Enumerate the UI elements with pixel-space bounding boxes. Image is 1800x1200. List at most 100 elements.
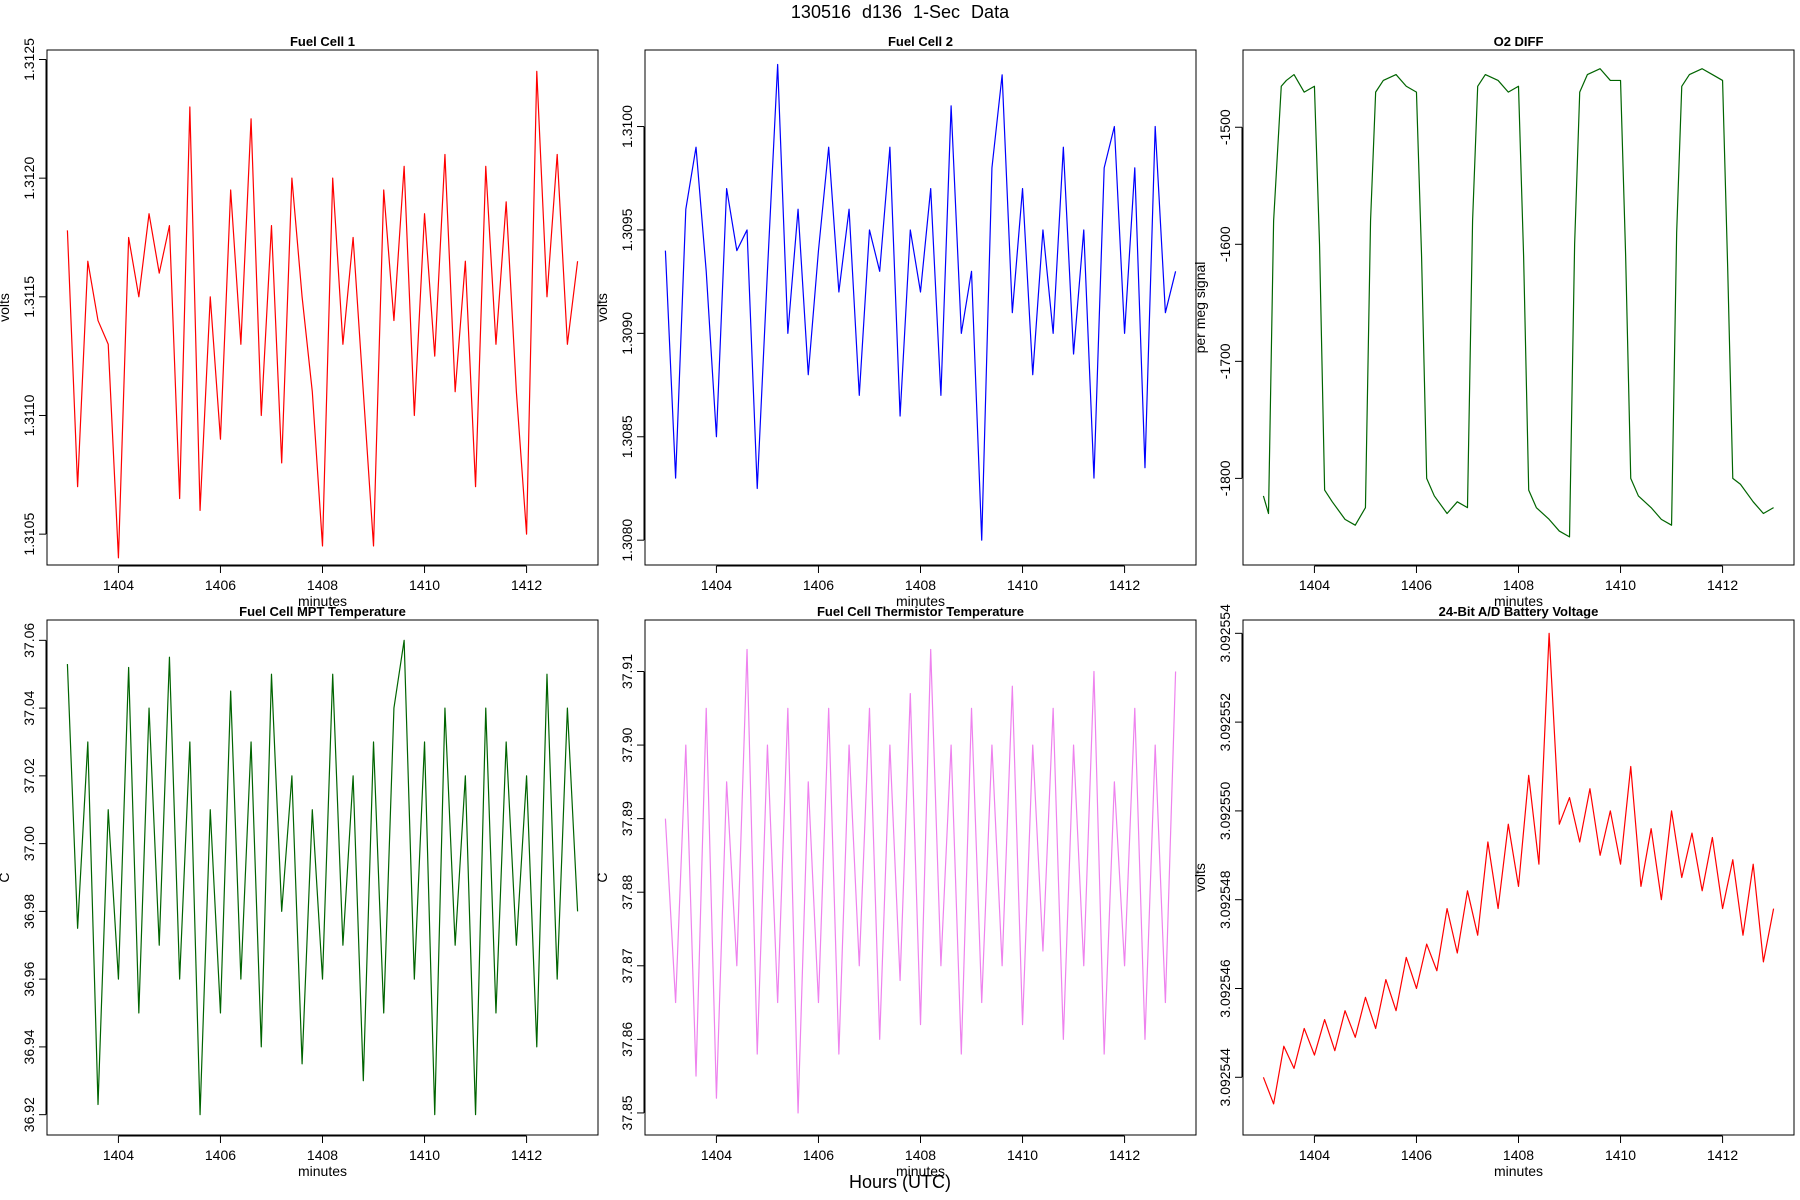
x-axis-label: minutes: [896, 1163, 945, 1179]
x-axis-label: minutes: [298, 593, 347, 609]
y-tick-label: 37.86: [619, 1022, 635, 1057]
x-tick-label: 1408: [905, 577, 936, 593]
y-tick-label: 3.092546: [1217, 959, 1233, 1018]
y-tick-label: 3.092548: [1217, 870, 1233, 929]
y-tick-label: 3.092552: [1217, 693, 1233, 752]
chart-title: Fuel Cell 2: [888, 34, 953, 49]
y-tick-label: -1500: [1217, 109, 1233, 145]
series-line: [664, 648, 1177, 1114]
y-tick-label: 36.96: [21, 961, 37, 996]
x-tick-label: 1412: [1109, 577, 1140, 593]
y-axis-label: volts: [0, 293, 12, 322]
y-tick-label: 1.3090: [619, 312, 635, 355]
chart-title: Fuel Cell 1: [290, 34, 355, 49]
y-tick-label: 36.92: [21, 1097, 37, 1132]
y-tick-label: 37.00: [21, 826, 37, 861]
y-axis-label: volts: [1192, 863, 1208, 892]
x-tick-label: 1410: [1007, 577, 1038, 593]
y-tick-label: 37.88: [619, 874, 635, 909]
y-tick-label: 36.94: [21, 1029, 37, 1064]
chart-panel-3: O2 DIFF 1404 1406 1408 1410 1412 minutes -1800 -…: [1192, 34, 1795, 609]
x-axis-label: minutes: [1494, 1163, 1543, 1179]
x-axis-label: minutes: [1494, 593, 1543, 609]
y-tick-label: 3.092544: [1217, 1048, 1233, 1107]
chart-title: Fuel Cell MPT Temperature: [239, 604, 406, 619]
chart-panel-1: Fuel Cell 1 1404 1406 1408 1410 1412 minutes 1.…: [0, 34, 599, 609]
y-tick-label: 1.3080: [619, 519, 635, 562]
plot-frame: [644, 49, 1197, 566]
chart-title: Fuel Cell Thermistor Temperature: [817, 604, 1024, 619]
chart-title: O2 DIFF: [1494, 34, 1544, 49]
y-axis-label: per meg signal: [1192, 262, 1208, 354]
y-tick-label: -1800: [1217, 460, 1233, 496]
chart-panel-5: Fuel Cell Thermistor Temperature 1404 1406…: [594, 604, 1197, 1179]
x-tick-label: 1404: [103, 1147, 134, 1163]
x-tick-label: 1404: [103, 577, 134, 593]
figure-title: 130516 d136 1-Sec Data: [790, 2, 1010, 22]
chart-panel-6: 24-Bit A/D Battery Voltage 1404 1406 1408 14…: [1192, 604, 1795, 1179]
figure-xlabel: Hours (UTC): [849, 1172, 951, 1192]
y-tick-label: 37.91: [619, 654, 635, 689]
y-tick-label: 3.092550: [1217, 782, 1233, 841]
series-line: [66, 639, 579, 1116]
x-tick-label: 1412: [511, 1147, 542, 1163]
x-tick-label: 1408: [1503, 1147, 1534, 1163]
y-tick-label: 36.98: [21, 894, 37, 929]
plot-frame: [46, 619, 599, 1136]
x-tick-label: 1412: [1109, 1147, 1140, 1163]
x-tick-label: 1408: [1503, 577, 1534, 593]
plot-frame: [644, 619, 1197, 1136]
x-tick-label: 1406: [1401, 577, 1432, 593]
chart-panel-4: Fuel Cell MPT Temperature 1404 1406 1408 141…: [0, 604, 599, 1179]
chart-title: 24-Bit A/D Battery Voltage: [1439, 604, 1599, 619]
plot-frame: [1242, 49, 1795, 566]
y-tick-label: 1.3110: [21, 394, 37, 436]
plot-frame: [46, 49, 599, 566]
plot-frame: [1242, 619, 1795, 1136]
y-tick-label: 37.87: [619, 948, 635, 983]
y-tick-label: -1600: [1217, 226, 1233, 262]
y-tick-label: 37.85: [619, 1095, 635, 1130]
y-tick-label: 1.3105: [21, 513, 37, 556]
y-tick-label: 3.092554: [1217, 604, 1233, 663]
x-tick-label: 1404: [1299, 577, 1330, 593]
x-tick-label: 1412: [511, 577, 542, 593]
y-tick-label: -1700: [1217, 343, 1233, 379]
series-line: [664, 63, 1177, 541]
y-tick-label: 1.3095: [619, 208, 635, 251]
series-line: [66, 70, 579, 559]
y-tick-label: 37.02: [21, 758, 37, 793]
x-tick-label: 1410: [409, 577, 440, 593]
y-tick-label: 37.90: [619, 727, 635, 762]
x-tick-label: 1406: [803, 577, 834, 593]
x-tick-label: 1408: [307, 577, 338, 593]
y-axis-label: C: [594, 872, 610, 882]
chart-panel-2: Fuel Cell 2 1404 1406 1408 1410 1412 minutes 1.…: [594, 34, 1197, 609]
x-tick-label: 1410: [409, 1147, 440, 1163]
y-tick-label: 1.3115: [21, 276, 37, 318]
x-tick-label: 1406: [205, 577, 236, 593]
x-tick-label: 1408: [307, 1147, 338, 1163]
y-tick-label: 1.3085: [619, 415, 635, 458]
x-tick-label: 1410: [1605, 1147, 1636, 1163]
x-axis-label: minutes: [896, 593, 945, 609]
y-axis-label: C: [0, 872, 12, 882]
x-tick-label: 1410: [1007, 1147, 1038, 1163]
y-tick-label: 37.89: [619, 801, 635, 836]
x-tick-label: 1404: [701, 577, 732, 593]
series-line: [1262, 632, 1775, 1105]
x-tick-label: 1406: [205, 1147, 236, 1163]
y-tick-label: 1.3100: [619, 105, 635, 148]
y-tick-label: 37.04: [21, 690, 37, 725]
y-tick-label: 1.3125: [21, 38, 37, 81]
x-tick-label: 1412: [1707, 1147, 1738, 1163]
y-axis-label: volts: [594, 293, 610, 322]
y-tick-label: 1.3120: [21, 157, 37, 200]
x-tick-label: 1410: [1605, 577, 1636, 593]
series-line: [1262, 68, 1774, 538]
x-tick-label: 1404: [1299, 1147, 1330, 1163]
x-tick-label: 1408: [905, 1147, 936, 1163]
x-tick-label: 1406: [1401, 1147, 1432, 1163]
